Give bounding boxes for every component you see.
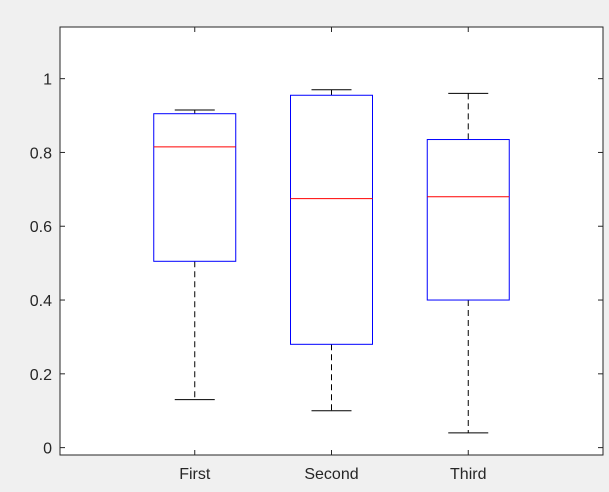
x-tick-label: Third: [450, 466, 486, 483]
y-tick-label: 0: [43, 441, 52, 458]
x-tick-label: Second: [304, 466, 358, 483]
y-tick-label: 0.2: [30, 367, 52, 384]
box-group-first: [153, 109, 237, 401]
axes-background: [59, 26, 604, 456]
x-axis-ticks: First Second Third: [179, 27, 486, 483]
x-tick-label: First: [179, 466, 211, 483]
interquartile-box: [426, 139, 510, 301]
box-group-second: [290, 89, 373, 412]
y-tick-label: 0.8: [30, 145, 52, 162]
interquartile-box: [153, 113, 237, 262]
y-tick-label: 0.4: [30, 293, 52, 310]
y-tick-label: 1: [43, 72, 52, 89]
boxplot-series: [153, 89, 510, 434]
y-tick-label: 0.6: [30, 219, 52, 236]
box-group-third: [426, 92, 510, 434]
y-axis-ticks: 0 0.2 0.4 0.6 0.8 1: [30, 72, 603, 458]
interquartile-box: [290, 94, 373, 345]
